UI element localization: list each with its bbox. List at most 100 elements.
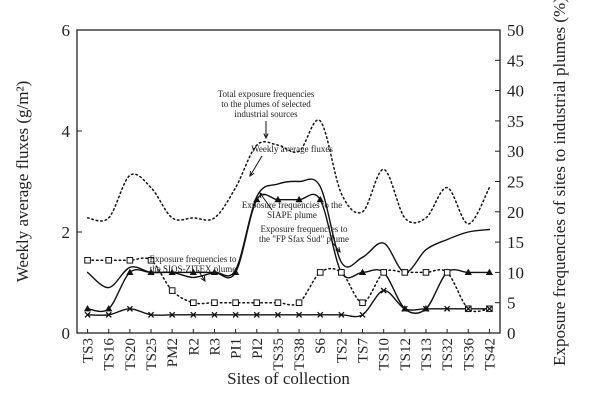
left-axis-tick-label: 2: [62, 223, 71, 242]
marker-layer: [83, 195, 494, 318]
series-3-point: [126, 268, 134, 275]
annotation-1: Total exposure frequencies to the plumes …: [218, 89, 315, 140]
series-5-point: [338, 311, 345, 318]
x-axis-tick-label: TS20: [123, 338, 139, 371]
series-3-point: [168, 268, 176, 275]
series-4-line: [86, 257, 491, 313]
series-5-point: [84, 311, 91, 318]
series-4-point: [232, 299, 239, 306]
series-5-point: [401, 305, 408, 312]
series-5-point: [169, 311, 176, 318]
x-axis-tick-label: TS13: [419, 338, 435, 371]
series-4-point: [211, 299, 218, 306]
series-5-point: [147, 311, 155, 318]
annotation-3: Exposure frequencies to the SIAPE plume: [242, 192, 342, 220]
annotation-arrowhead: [249, 170, 255, 177]
series-3-point: [464, 268, 472, 275]
right-axis-tick-label: 40: [507, 82, 524, 101]
series-4-point: [168, 287, 176, 294]
x-axis-tick-label: TS12: [398, 338, 414, 371]
annotation-arrowhead: [200, 275, 206, 282]
x-axis-tick-label: PM2: [165, 338, 181, 367]
series-3-point: [358, 268, 367, 275]
series-3-point: [232, 268, 240, 275]
series-4-point: [316, 269, 324, 276]
annotation-arrowhead: [263, 133, 269, 140]
annotation-arrow: [259, 192, 273, 211]
x-axis-tick-label: S6: [313, 338, 329, 354]
series-2-line: [86, 119, 491, 225]
left-axis-tick-label: 6: [62, 21, 71, 40]
annotation-line: the SIOS-ZITEX plume: [150, 264, 236, 274]
series-4-point: [105, 256, 113, 264]
right-axis-tick-label: 35: [507, 112, 524, 131]
x-axis-tick-label: TS25: [144, 338, 160, 371]
right-axis-tick-label: 5: [507, 294, 516, 313]
x-axis-tick-label: PI1: [229, 338, 245, 359]
right-axis-tick-label: 30: [507, 142, 524, 161]
series-4-point: [126, 256, 134, 264]
series-5-point: [126, 305, 133, 312]
series-5-point: [211, 311, 218, 318]
series-4-point: [190, 299, 197, 306]
series-5-point: [359, 311, 366, 318]
series-5-point: [444, 305, 451, 312]
x-axis-tick-label: R2: [186, 338, 202, 356]
series-5-point: [296, 311, 303, 318]
series-5-point: [317, 311, 324, 318]
annotation-line: to the plumes of selected: [221, 99, 311, 109]
annotation-line: industrial sources: [234, 109, 298, 119]
annotation-line: the "FP Sfax Sud" plume: [259, 234, 349, 244]
x-axis-tick-label: TS32: [440, 338, 456, 371]
annotation-text: Exposure frequencies to the SIOS-ZITEX pl…: [150, 254, 237, 274]
annotation-text: Exposure frequencies to the "FP Sfax Sud"…: [259, 224, 349, 244]
x-axis-tick-label: PI2: [250, 338, 266, 359]
x-axis-tick-label: TS3: [81, 338, 97, 363]
series-4-point: [380, 269, 387, 276]
series-4-point: [84, 256, 91, 264]
series-3-point: [274, 195, 282, 203]
series-5-point: [465, 305, 472, 312]
series-4-point: [359, 299, 366, 306]
annotation-layer: Total exposure frequencies to the plumes …: [150, 89, 349, 282]
x-axis-tick-label: TS42: [482, 338, 498, 371]
series-5-point: [232, 311, 239, 318]
annotation-line: Exposure frequencies to: [150, 254, 237, 264]
series-5-point: [380, 287, 387, 294]
annotation-2: Weekly average fluxes: [249, 144, 333, 177]
series-4-point: [422, 269, 430, 276]
x-axis-tick-label: TS7: [356, 338, 372, 364]
annotation-line: Exposure frequencies to: [261, 224, 348, 234]
right-axis-tick-label: 10: [507, 263, 524, 282]
annotation-arrow: [197, 269, 206, 282]
x-axis-tick-label: R3: [207, 338, 223, 356]
annotation-line: Exposure frequencies to the: [242, 200, 342, 210]
series-3-point: [105, 304, 113, 312]
series-3-point: [83, 304, 92, 312]
x-axis-tick-label: TS38: [292, 338, 308, 371]
left-axis-tick-label: 0: [62, 324, 71, 343]
right-axis-tick-label: 0: [507, 324, 516, 343]
axis-layer: 0 2 4 6 0 5 10 15 20 25 30 35 40 45 50 TS3 TS16 TS20 TS25 P…: [13, 0, 569, 388]
series-3-point: [189, 268, 197, 275]
annotation-arrowhead: [259, 192, 265, 199]
series-3-point: [295, 195, 303, 203]
series-5-point: [253, 311, 260, 318]
right-axis-tick-label: 25: [507, 173, 524, 192]
annotation-text: Weekly average fluxes: [251, 144, 333, 154]
annotation-arrow: [249, 155, 263, 177]
series-4-point: [401, 269, 409, 276]
x-axis-tick-label: TS35: [271, 338, 287, 371]
annotation-text: Total exposure frequencies to the plumes …: [218, 89, 315, 119]
series-5-point: [486, 305, 493, 312]
annotation-line: Total exposure frequencies: [218, 89, 315, 99]
right-axis-tick-label: 20: [507, 203, 524, 222]
annotation-4: Exposure frequencies to the "FP Sfax Sud"…: [259, 224, 349, 253]
annotation-arrow: [331, 241, 341, 253]
left-axis-tick-label: 4: [62, 122, 71, 141]
annotation-line: Weekly average fluxes: [251, 144, 333, 154]
series-3-point: [147, 268, 155, 275]
series-3-point: [485, 268, 494, 275]
series-3-point: [210, 268, 219, 275]
series-4-point: [338, 269, 345, 276]
